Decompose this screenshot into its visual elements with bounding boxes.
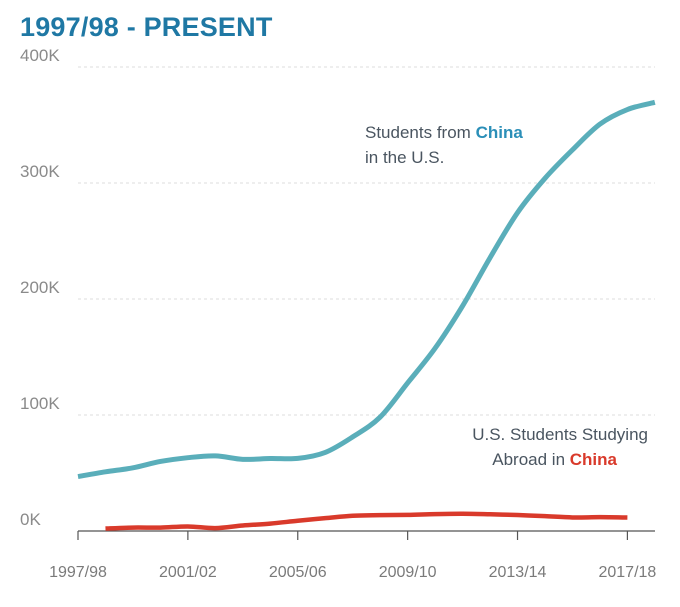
- y-tick-label: 200K: [20, 278, 60, 297]
- annotation-china-students-prefix: Students from: [365, 123, 476, 142]
- x-tick-label: 1997/98: [49, 564, 107, 581]
- y-tick-label: 0K: [20, 510, 41, 529]
- annotation-china-emph: China: [476, 123, 524, 142]
- annotation-china-students: Students from China: [365, 123, 523, 142]
- x-tick-label: 2017/18: [598, 564, 656, 581]
- x-tick-label: 2005/06: [269, 564, 327, 581]
- y-axis-labels: 0K 100K 200K 300K 400K: [20, 46, 60, 529]
- x-tick-label: 2013/14: [489, 564, 547, 581]
- page-title: 1997/98 - PRESENT: [20, 12, 273, 42]
- x-axis: 1997/98 2001/02 2005/06 2009/10 2013/14 2017/…: [49, 530, 656, 581]
- y-tick-label: 400K: [20, 46, 60, 65]
- annotation-china-students-line2: in the U.S.: [365, 148, 444, 167]
- x-tick-label: 2009/10: [379, 564, 437, 581]
- annotation-abroad-china-emph: China: [570, 450, 618, 469]
- annotation-us-students-line2: Abroad in China: [492, 450, 617, 469]
- series-lines: [77, 99, 656, 531]
- series-line-china-students: [77, 99, 656, 479]
- x-tick-label: 2001/02: [159, 564, 217, 581]
- y-tick-label: 100K: [20, 394, 60, 413]
- gridlines: [78, 66, 655, 416]
- y-tick-label: 300K: [20, 162, 60, 181]
- series-line-us-students-abroad: [105, 511, 628, 531]
- annotation-us-students-prefix: Abroad in: [492, 450, 570, 469]
- annotation-us-students: U.S. Students Studying: [472, 425, 648, 444]
